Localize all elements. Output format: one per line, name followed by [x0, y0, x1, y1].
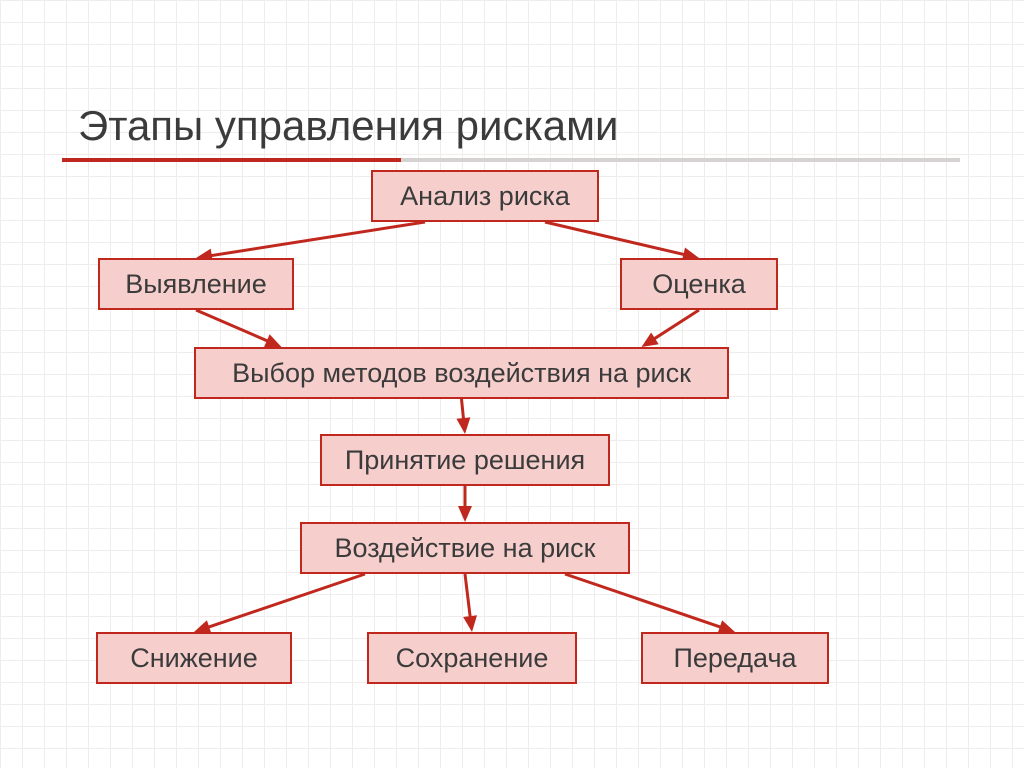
flowchart-node-label: Снижение — [130, 643, 258, 674]
flowchart-node: Выявление — [98, 258, 294, 310]
flowchart-node-label: Передача — [673, 643, 796, 674]
flowchart-node: Принятие решения — [320, 434, 610, 486]
flowchart-node-label: Принятие решения — [345, 445, 585, 476]
flowchart-node-label: Анализ риска — [400, 181, 570, 212]
flowchart-node: Сохранение — [367, 632, 577, 684]
slide-canvas: Этапы управления рисками Анализ риска Выя… — [0, 0, 1024, 768]
flowchart-node-label: Оценка — [652, 269, 746, 300]
title-underline — [62, 158, 960, 162]
flowchart-node: Воздействие на риск — [300, 522, 630, 574]
flowchart-node: Передача — [641, 632, 829, 684]
flowchart-node: Оценка — [620, 258, 778, 310]
flowchart-node: Анализ риска — [371, 170, 599, 222]
flowchart-node: Выбор методов воздействия на риск — [194, 347, 729, 399]
flowchart-node-label: Воздействие на риск — [334, 533, 595, 564]
slide-title: Этапы управления рисками — [78, 102, 618, 150]
flowchart-node: Снижение — [96, 632, 292, 684]
flowchart-node-label: Выявление — [125, 269, 267, 300]
flowchart-node-label: Выбор методов воздействия на риск — [232, 358, 691, 389]
flowchart-node-label: Сохранение — [396, 643, 549, 674]
